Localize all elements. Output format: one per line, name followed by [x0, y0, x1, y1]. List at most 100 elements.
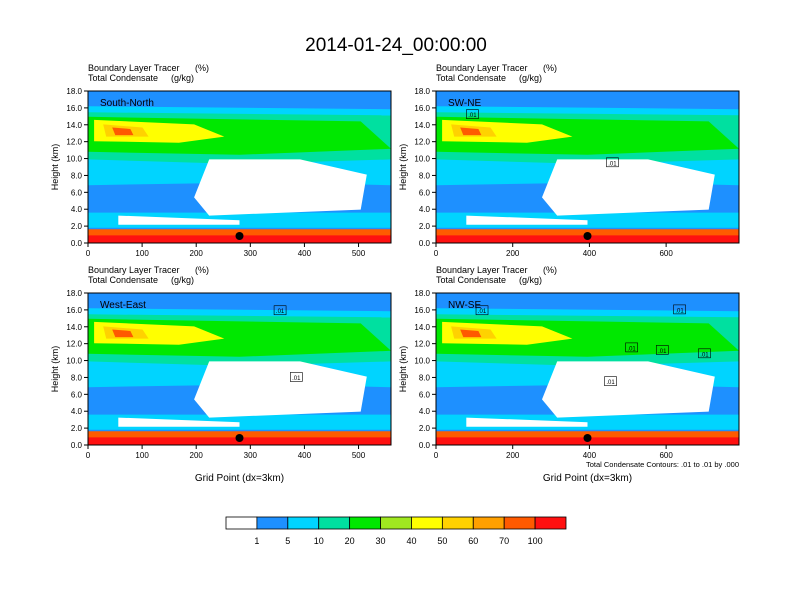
contour-label-box — [606, 157, 619, 168]
colorbar-segment — [441, 516, 474, 530]
contour-label-box — [698, 348, 711, 359]
contour-label-box — [466, 109, 479, 119]
colorbar-segment — [380, 516, 412, 530]
y-axis-label: Height (km) — [50, 144, 60, 191]
field-band — [442, 321, 573, 345]
header-line2: Total Condensate — [436, 73, 506, 83]
y-tick-label: 10.0 — [414, 357, 430, 366]
field-band — [466, 215, 588, 225]
colorbar-segment — [225, 516, 258, 530]
x-tick-label: 300 — [244, 451, 258, 460]
y-tick-label: 12.0 — [66, 138, 82, 147]
x-tick-label: 400 — [298, 249, 312, 258]
y-tick-label: 2.0 — [419, 424, 431, 433]
contour-label-box — [655, 345, 669, 355]
header-line2-units: (g/kg) — [519, 275, 542, 285]
y-tick-label: 8.0 — [71, 171, 83, 180]
colorbar-label: 5 — [285, 536, 290, 546]
panel-label: NW-SE — [448, 300, 481, 311]
field-band — [112, 127, 134, 136]
y-tick-label: 8.0 — [71, 373, 83, 382]
field-band — [94, 321, 225, 345]
header-line2-units: (g/kg) — [519, 73, 542, 83]
colorbar: 1 5 10 20 30 40 50 60 70 100 — [225, 516, 567, 546]
location-marker — [235, 434, 244, 442]
y-tick-label: 8.0 — [419, 171, 431, 180]
colorbar-label: 1 — [254, 536, 259, 546]
colorbar-segment — [287, 516, 320, 530]
plot-frame — [435, 90, 740, 244]
y-tick-label: 2.0 — [419, 222, 431, 231]
y-tick-label: 10.0 — [66, 155, 82, 164]
colorbar-label: 20 — [345, 536, 355, 546]
y-tick-label: 16.0 — [66, 104, 82, 113]
colorbar-segment — [318, 516, 351, 530]
y-tick-label: 0.0 — [419, 239, 431, 248]
colorbar-label: 50 — [437, 536, 447, 546]
y-tick-label: 18.0 — [66, 87, 82, 96]
plot-frame — [87, 90, 392, 244]
y-tick-label: 4.0 — [419, 205, 431, 214]
panel-2: Boundary Layer Tracer (%) Total Condensate… — [398, 63, 740, 258]
y-axis-label: Height (km) — [398, 144, 408, 191]
y-tick-label: 14.0 — [66, 121, 82, 130]
contour-label: .01 — [478, 309, 487, 315]
y-tick-label: 6.0 — [71, 390, 83, 399]
header-line1-units: (%) — [543, 265, 557, 275]
header-line2-units: (g/kg) — [171, 73, 194, 83]
header-line1: Boundary Layer Tracer — [436, 265, 528, 275]
x-tick-label: 500 — [352, 451, 366, 460]
y-tick-label: 18.0 — [66, 289, 82, 298]
contour-label-box — [625, 342, 638, 353]
contour-label-box — [604, 376, 617, 386]
field-band — [542, 159, 715, 216]
y-tick-label: 16.0 — [66, 306, 82, 315]
x-tick-label: 200 — [190, 451, 204, 460]
header-line1-units: (%) — [195, 265, 209, 275]
y-tick-label: 16.0 — [414, 104, 430, 113]
colorbar-segment — [411, 516, 443, 530]
y-tick-label: 0.0 — [71, 441, 83, 450]
y-tick-label: 12.0 — [66, 340, 82, 349]
y-tick-label: 2.0 — [71, 222, 83, 231]
x-tick-label: 200 — [190, 249, 204, 258]
field-band — [112, 329, 134, 338]
contour-label-box — [673, 304, 686, 315]
panels: Boundary Layer Tracer (%) Total Condensate… — [50, 63, 740, 484]
x-tick-label: 600 — [659, 451, 673, 460]
contour-label: .01 — [292, 376, 301, 382]
header-line2: Total Condensate — [88, 73, 158, 83]
field-band — [118, 417, 240, 427]
location-marker — [583, 434, 592, 442]
plot-frame — [87, 292, 392, 446]
panel-1: Boundary Layer Tracer (%) Total Condensate… — [50, 63, 392, 258]
y-tick-label: 16.0 — [414, 306, 430, 315]
field-band — [194, 159, 367, 216]
field-band — [460, 329, 482, 338]
y-tick-label: 14.0 — [66, 323, 82, 332]
y-tick-label: 4.0 — [71, 407, 83, 416]
x-tick-label: 0 — [434, 249, 439, 258]
y-tick-label: 14.0 — [414, 121, 430, 130]
y-axis-label: Height (km) — [398, 346, 408, 393]
panel-label: West-East — [100, 300, 146, 311]
header-line1-units: (%) — [195, 63, 209, 73]
plot-frame — [435, 292, 740, 446]
field-band — [542, 361, 715, 418]
x-tick-label: 0 — [86, 249, 91, 258]
colorbar-segment — [472, 516, 505, 530]
x-tick-label: 300 — [244, 249, 258, 258]
panel-label: South-North — [100, 98, 154, 109]
header-line1: Boundary Layer Tracer — [88, 63, 180, 73]
x-tick-label: 400 — [583, 451, 597, 460]
contour-label: .01 — [468, 113, 477, 119]
x-tick-label: 500 — [352, 249, 366, 258]
panel-4: Boundary Layer Tracer (%) Total Condensate… — [398, 265, 740, 484]
location-marker — [235, 232, 244, 240]
field-band — [442, 119, 573, 143]
y-tick-label: 18.0 — [414, 87, 430, 96]
panel-label: SW-NE — [448, 98, 481, 109]
field-band — [466, 417, 588, 427]
contour-label: .01 — [675, 308, 684, 314]
